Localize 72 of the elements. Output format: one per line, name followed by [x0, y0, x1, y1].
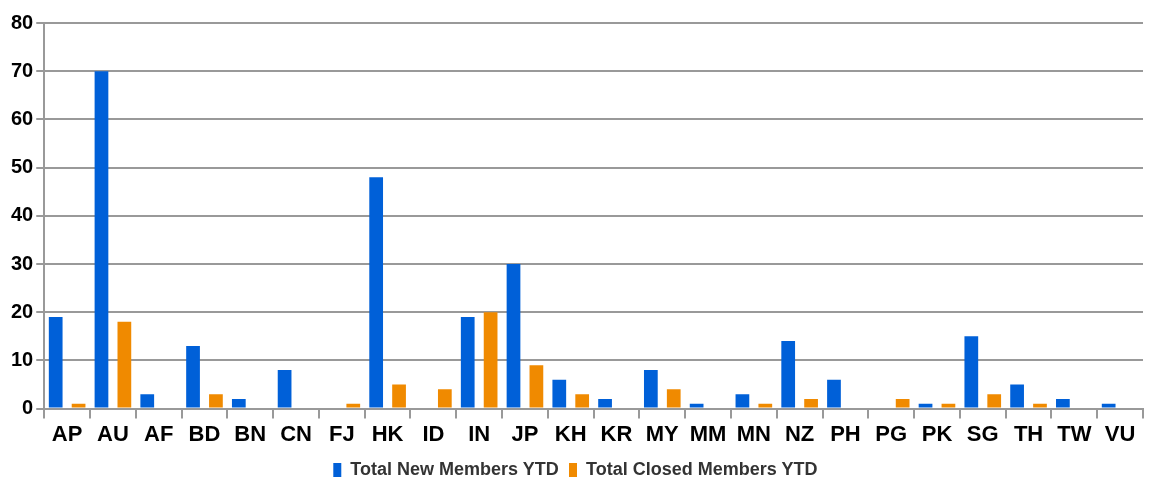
x-tick-label: HK	[371, 420, 404, 446]
y-tick-label: 0	[22, 396, 34, 419]
x-tick-label: PK	[921, 420, 953, 446]
bar	[895, 398, 910, 408]
bar	[987, 394, 1002, 408]
y-tick-label: 20	[11, 299, 34, 322]
x-tick-label: IN	[468, 420, 491, 446]
y-tick-label: 80	[11, 10, 34, 33]
bar	[598, 398, 612, 408]
bar	[1010, 384, 1024, 408]
bar	[346, 403, 361, 408]
x-tick-label: NZ	[784, 420, 815, 446]
bar	[506, 264, 521, 408]
bar	[231, 398, 246, 408]
bar	[140, 394, 155, 408]
x-tick-label: MM	[689, 420, 727, 446]
x-tick-label: FJ	[328, 420, 355, 446]
x-tick-label: BD	[188, 420, 221, 446]
x-tick-label: AF	[144, 420, 174, 446]
bar	[1056, 398, 1070, 408]
bar	[666, 389, 681, 408]
bar	[483, 312, 498, 408]
bar	[1033, 403, 1047, 408]
bar	[460, 317, 475, 408]
x-tick-label: TH	[1013, 420, 1044, 446]
y-tick-label: 50	[11, 155, 34, 178]
bar	[48, 317, 63, 408]
x-tick-label: TW	[1057, 420, 1092, 446]
bar	[758, 403, 773, 408]
x-tick-label: BN	[234, 420, 267, 446]
x-tick-label: MN	[736, 420, 771, 446]
bar	[277, 370, 292, 408]
y-tick-label: 60	[11, 106, 34, 129]
y-tick-label: 30	[11, 251, 34, 274]
y-tick-label: 10	[11, 347, 34, 370]
bar	[735, 394, 750, 408]
x-tick-label: PG	[875, 420, 908, 446]
bar	[827, 379, 841, 408]
legend-label: Total Closed Members YTD	[586, 458, 818, 479]
x-tick-label: ID	[422, 420, 445, 446]
x-tick-label: VU	[1104, 420, 1136, 446]
x-tick-label: KR	[600, 420, 633, 446]
bar	[575, 394, 590, 408]
bar	[437, 389, 452, 408]
bar	[964, 336, 979, 408]
bar	[369, 177, 384, 408]
bar	[689, 403, 704, 408]
x-tick-label: MY	[645, 420, 680, 446]
bar	[117, 321, 132, 408]
x-tick-label: JP	[511, 420, 539, 446]
bar	[186, 345, 200, 408]
bar	[209, 394, 223, 408]
x-tick-label: AU	[97, 420, 129, 446]
bar	[71, 403, 86, 408]
bar	[918, 403, 933, 408]
bar	[552, 379, 567, 408]
x-tick-label: SG	[966, 420, 999, 446]
x-tick-label: CN	[280, 420, 312, 446]
bar	[1101, 403, 1116, 408]
x-tick-label: KH	[554, 420, 587, 446]
x-tick-label: AP	[51, 420, 83, 446]
bar	[804, 398, 818, 408]
bar	[529, 365, 544, 408]
legend-label: Total New Members YTD	[350, 458, 559, 479]
y-tick-label: 70	[11, 58, 34, 81]
bar	[941, 403, 956, 408]
bar	[392, 384, 406, 408]
y-tick-label: 40	[11, 203, 34, 226]
bar	[94, 71, 109, 408]
bar	[643, 370, 658, 408]
bar	[781, 341, 796, 408]
x-tick-label: PH	[830, 420, 861, 446]
